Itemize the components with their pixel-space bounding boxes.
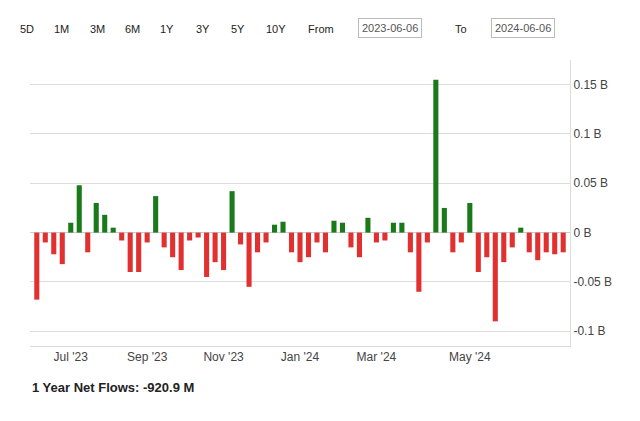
svg-text:3M: 3M xyxy=(90,23,105,35)
svg-text:Mar '24: Mar '24 xyxy=(357,350,397,364)
svg-text:10Y: 10Y xyxy=(266,23,286,35)
svg-text:Nov '23: Nov '23 xyxy=(203,350,244,364)
svg-text:0.15 B: 0.15 B xyxy=(573,78,608,92)
svg-text:-0.05 B: -0.05 B xyxy=(573,275,612,289)
svg-text:0 B: 0 B xyxy=(573,226,591,240)
svg-text:1 Year Net Flows: -920.9 M: 1 Year Net Flows: -920.9 M xyxy=(32,380,194,395)
svg-text:From: From xyxy=(308,23,334,35)
svg-text:1Y: 1Y xyxy=(160,23,174,35)
svg-text:Sep '23: Sep '23 xyxy=(127,350,168,364)
svg-text:5Y: 5Y xyxy=(231,23,245,35)
svg-text:May '24: May '24 xyxy=(449,350,491,364)
svg-text:0.1 B: 0.1 B xyxy=(573,127,601,141)
svg-text:3Y: 3Y xyxy=(196,23,210,35)
svg-text:5D: 5D xyxy=(20,23,34,35)
svg-text:1M: 1M xyxy=(54,23,69,35)
svg-text:2024-06-06: 2024-06-06 xyxy=(495,22,551,34)
svg-text:0.05 B: 0.05 B xyxy=(573,176,608,190)
svg-text:Jan '24: Jan '24 xyxy=(281,350,320,364)
svg-text:2023-06-06: 2023-06-06 xyxy=(362,22,418,34)
svg-text:Jul '23: Jul '23 xyxy=(54,350,89,364)
svg-text:6M: 6M xyxy=(125,23,140,35)
svg-text:To: To xyxy=(455,23,467,35)
svg-text:-0.1 B: -0.1 B xyxy=(573,324,605,338)
